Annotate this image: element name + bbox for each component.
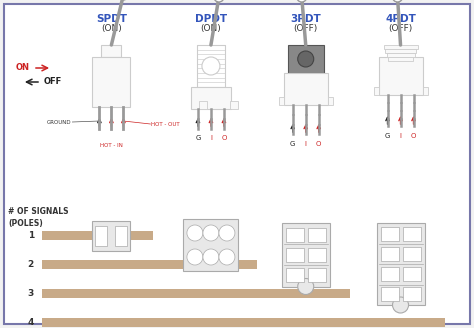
Circle shape xyxy=(214,0,224,2)
Bar xyxy=(42,318,445,327)
Bar xyxy=(308,228,326,241)
Bar xyxy=(101,45,121,57)
Circle shape xyxy=(219,249,235,265)
Bar xyxy=(379,57,422,95)
Bar xyxy=(183,219,238,271)
Text: I: I xyxy=(400,133,401,139)
Text: O: O xyxy=(221,135,227,141)
Bar xyxy=(286,248,304,261)
Bar xyxy=(402,287,420,301)
Bar xyxy=(374,87,379,95)
Text: G: G xyxy=(385,133,390,139)
Text: SPDT: SPDT xyxy=(96,14,127,24)
Bar xyxy=(288,45,324,73)
Bar xyxy=(199,101,207,109)
Text: 1: 1 xyxy=(28,231,34,240)
Text: 4PDT: 4PDT xyxy=(385,14,416,24)
Text: 4: 4 xyxy=(27,318,34,327)
Text: (OFF): (OFF) xyxy=(388,24,413,33)
Bar xyxy=(286,228,304,241)
Bar xyxy=(284,73,328,105)
Bar xyxy=(42,231,154,240)
Circle shape xyxy=(298,278,314,295)
Text: O: O xyxy=(411,133,416,139)
Text: 2: 2 xyxy=(28,260,34,269)
Bar xyxy=(42,289,350,298)
Bar xyxy=(328,97,333,105)
Bar xyxy=(286,268,304,281)
Text: 3PDT: 3PDT xyxy=(291,14,321,24)
Text: (OFF): (OFF) xyxy=(293,24,318,33)
Text: I: I xyxy=(210,135,212,141)
Bar xyxy=(191,87,231,109)
Circle shape xyxy=(202,57,220,75)
Bar xyxy=(230,101,238,109)
Text: # OF SIGNALS
(POLES): # OF SIGNALS (POLES) xyxy=(8,207,69,228)
Bar xyxy=(381,267,399,281)
Bar xyxy=(386,53,415,57)
Text: OFF: OFF xyxy=(44,77,62,87)
Text: (ON): (ON) xyxy=(201,24,221,33)
Circle shape xyxy=(298,51,314,67)
Text: HOT - IN: HOT - IN xyxy=(100,143,123,148)
Circle shape xyxy=(392,297,409,313)
Bar xyxy=(402,227,420,241)
Bar xyxy=(381,227,399,241)
Bar xyxy=(95,226,108,245)
Circle shape xyxy=(392,0,402,2)
Bar xyxy=(308,268,326,281)
Bar xyxy=(282,222,330,286)
Bar xyxy=(402,267,420,281)
Bar xyxy=(381,287,399,301)
Circle shape xyxy=(187,249,203,265)
Bar xyxy=(42,260,257,269)
Bar xyxy=(92,220,130,251)
Text: I: I xyxy=(305,141,307,147)
Bar xyxy=(197,45,225,87)
Bar xyxy=(381,247,399,261)
Bar xyxy=(376,223,425,305)
Bar xyxy=(422,87,428,95)
Text: DPDT: DPDT xyxy=(195,14,227,24)
Text: ON: ON xyxy=(16,64,30,72)
Bar xyxy=(383,45,418,49)
Bar xyxy=(402,247,420,261)
Bar xyxy=(92,57,130,107)
Text: G: G xyxy=(195,135,201,141)
Circle shape xyxy=(203,249,219,265)
Bar xyxy=(279,97,284,105)
Bar xyxy=(308,248,326,261)
Bar xyxy=(385,49,416,53)
Circle shape xyxy=(203,225,219,241)
Text: (ON): (ON) xyxy=(101,24,122,33)
Text: G: G xyxy=(290,141,295,147)
Bar xyxy=(115,226,128,245)
Text: GROUND: GROUND xyxy=(47,119,72,125)
Circle shape xyxy=(219,225,235,241)
Text: HOT - OUT: HOT - OUT xyxy=(151,121,180,127)
Text: 3: 3 xyxy=(28,289,34,298)
Bar xyxy=(388,57,413,61)
Circle shape xyxy=(187,225,203,241)
Circle shape xyxy=(297,0,307,2)
Text: O: O xyxy=(316,141,321,147)
